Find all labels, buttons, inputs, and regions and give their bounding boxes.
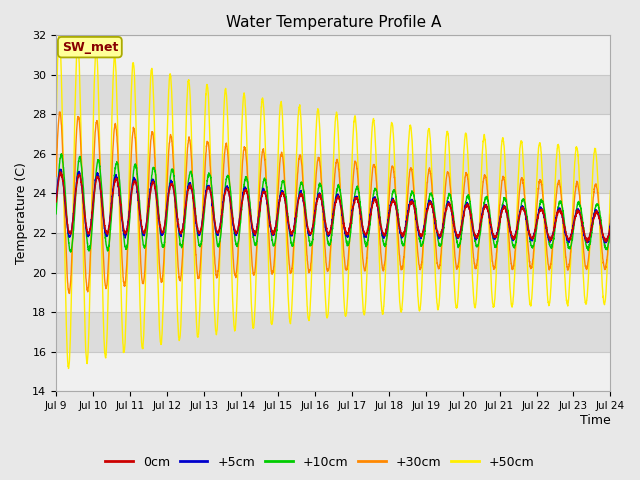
Title: Water Temperature Profile A: Water Temperature Profile A [226,15,441,30]
Bar [56,154,611,193]
Text: SW_met: SW_met [61,41,118,54]
Bar [56,233,611,273]
Bar [56,273,611,312]
Bar [56,351,611,391]
Bar [56,114,611,154]
Bar [56,36,611,75]
Bar [56,312,611,351]
Y-axis label: Temperature (C): Temperature (C) [15,162,28,264]
X-axis label: Time: Time [580,414,611,427]
Bar [56,75,611,114]
Bar [56,193,611,233]
Legend: 0cm, +5cm, +10cm, +30cm, +50cm: 0cm, +5cm, +10cm, +30cm, +50cm [100,451,540,474]
